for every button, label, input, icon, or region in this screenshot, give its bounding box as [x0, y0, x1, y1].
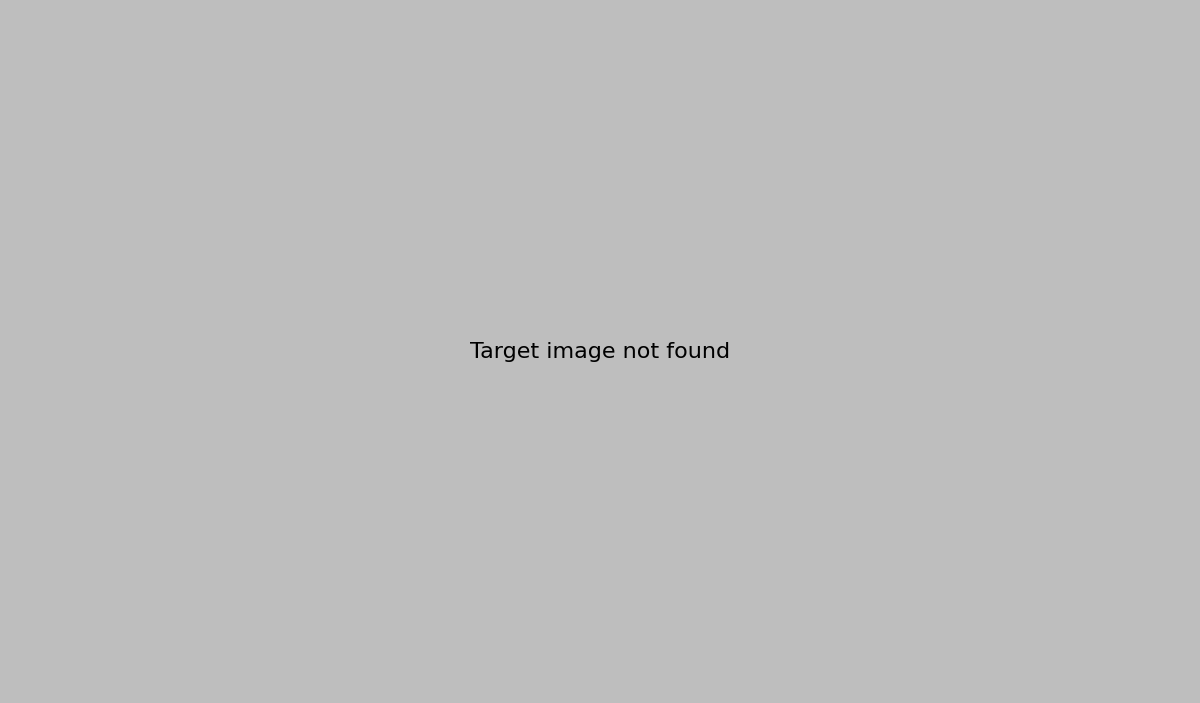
- Text: Target image not found: Target image not found: [470, 342, 730, 361]
